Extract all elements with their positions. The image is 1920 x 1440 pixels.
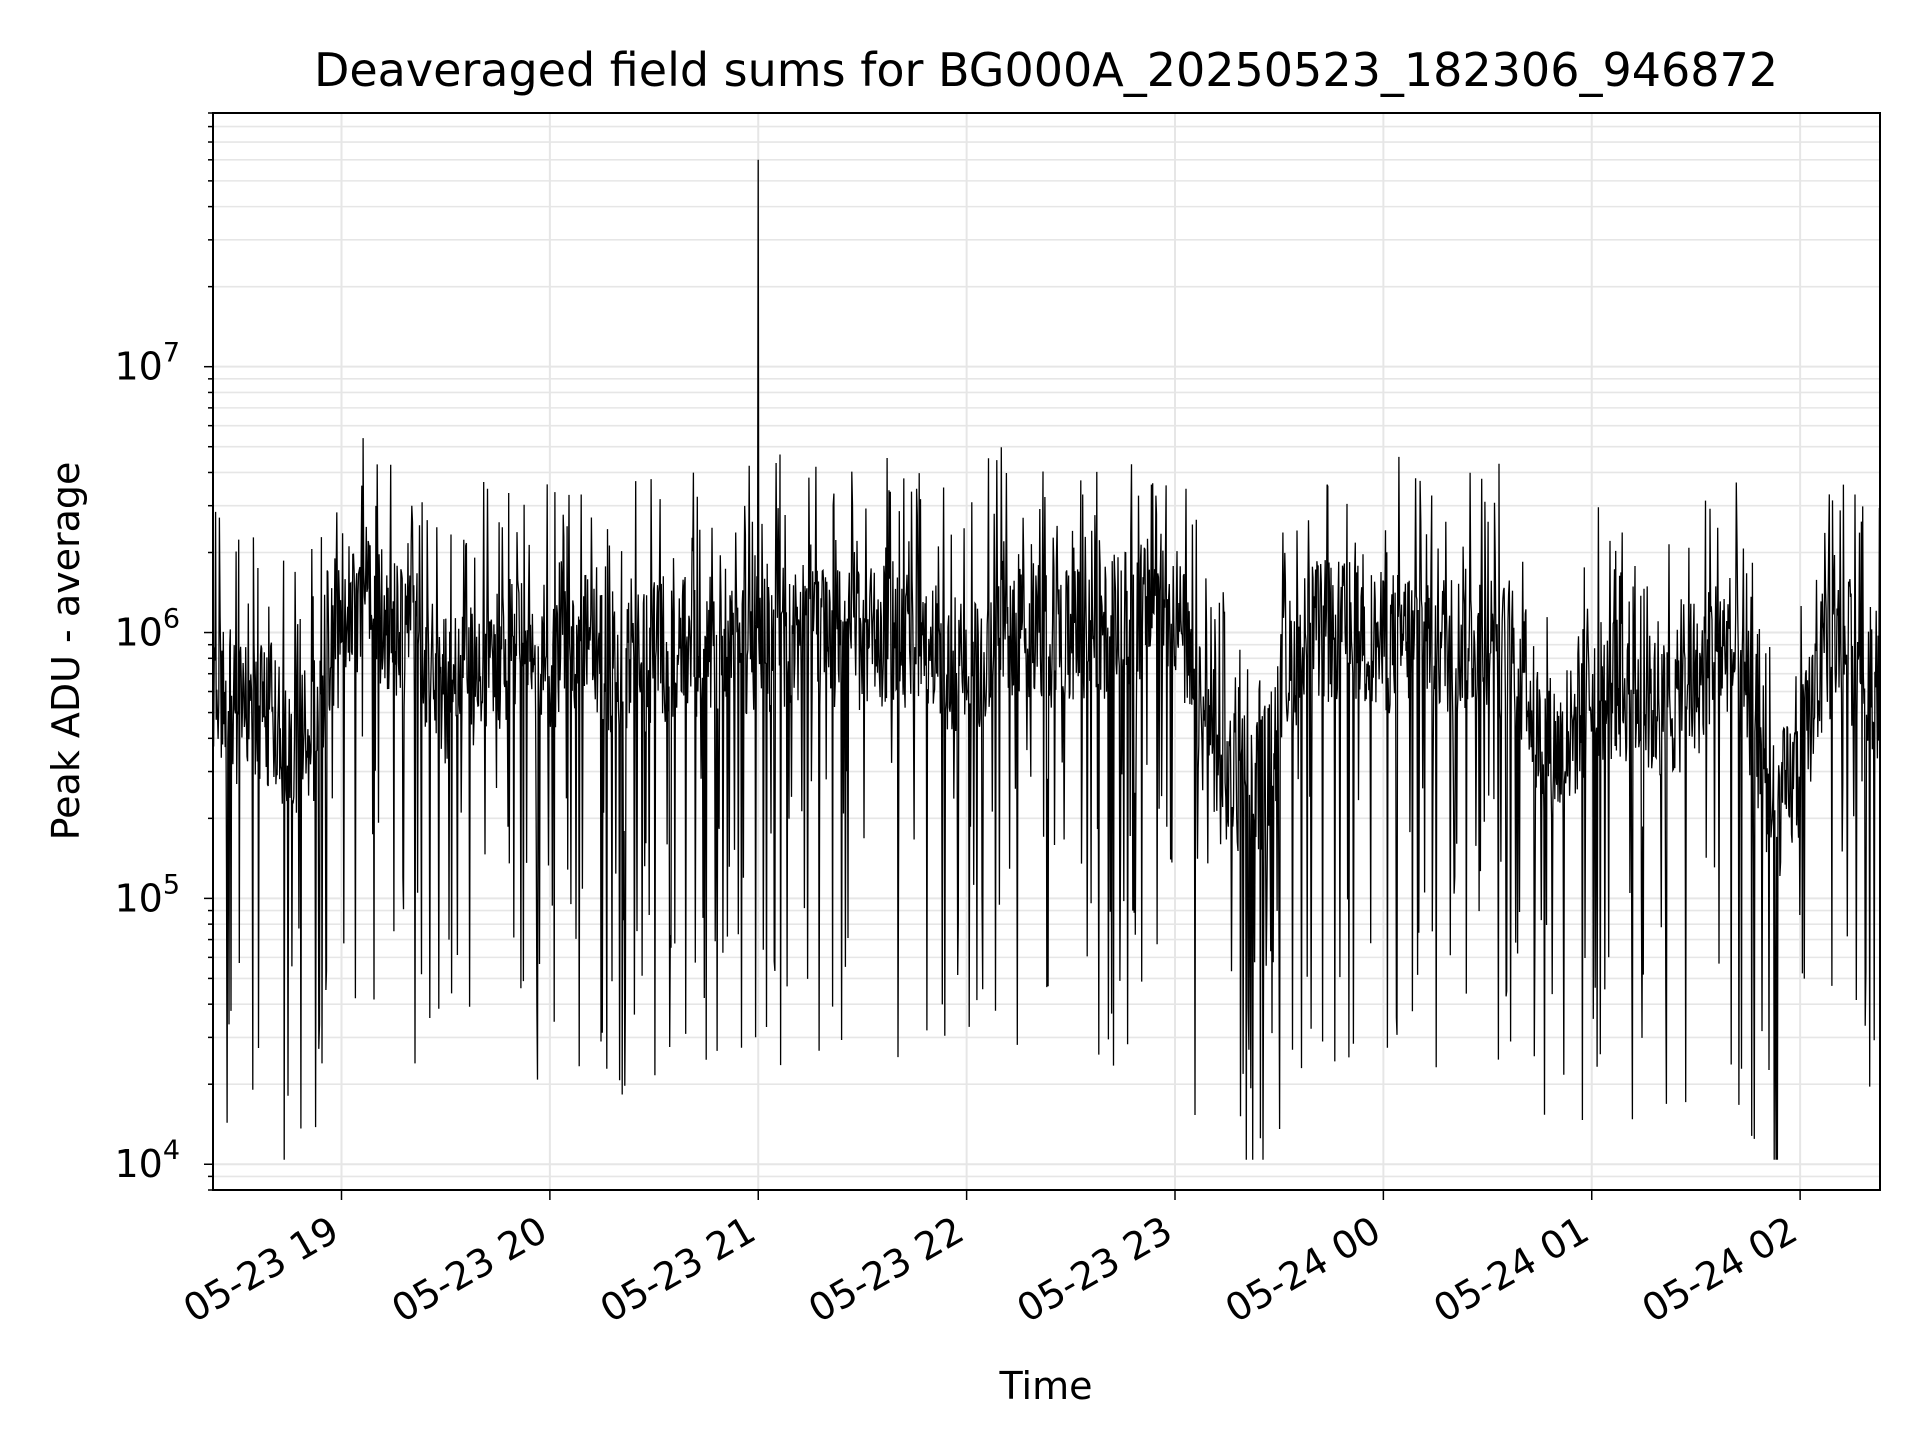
x-tick-label: 05-23 21 bbox=[593, 1208, 763, 1332]
x-tick-label: 05-24 00 bbox=[1218, 1208, 1388, 1332]
y-tick-label: 106 bbox=[114, 604, 180, 655]
y-tick-label: 105 bbox=[114, 869, 180, 920]
series-layer bbox=[213, 159, 1880, 1160]
y-tick-label: 104 bbox=[114, 1135, 180, 1186]
x-tick-label: 05-23 20 bbox=[384, 1208, 554, 1332]
series-line bbox=[213, 159, 1880, 1160]
y-axis-label: Peak ADU - average bbox=[44, 462, 88, 841]
chart-title: Deaveraged field sums for BG000A_2025052… bbox=[314, 43, 1778, 97]
x-tick-label: 05-23 23 bbox=[1010, 1208, 1180, 1332]
y-tick-label: 107 bbox=[114, 338, 180, 389]
x-tick-label: 05-24 01 bbox=[1426, 1208, 1596, 1332]
y-axis: 104 105 106 107 bbox=[114, 112, 213, 1191]
x-axis: 05-23 19 05-23 20 05-23 21 05-23 22 05-23 23… bbox=[176, 1190, 1805, 1331]
x-axis-label: Time bbox=[999, 1364, 1093, 1408]
plot-frame bbox=[212, 112, 1881, 1191]
x-tick-label: 05-23 22 bbox=[801, 1208, 971, 1332]
x-tick-label: 05-24 02 bbox=[1635, 1208, 1805, 1332]
x-tick-label: 05-23 19 bbox=[176, 1208, 346, 1332]
